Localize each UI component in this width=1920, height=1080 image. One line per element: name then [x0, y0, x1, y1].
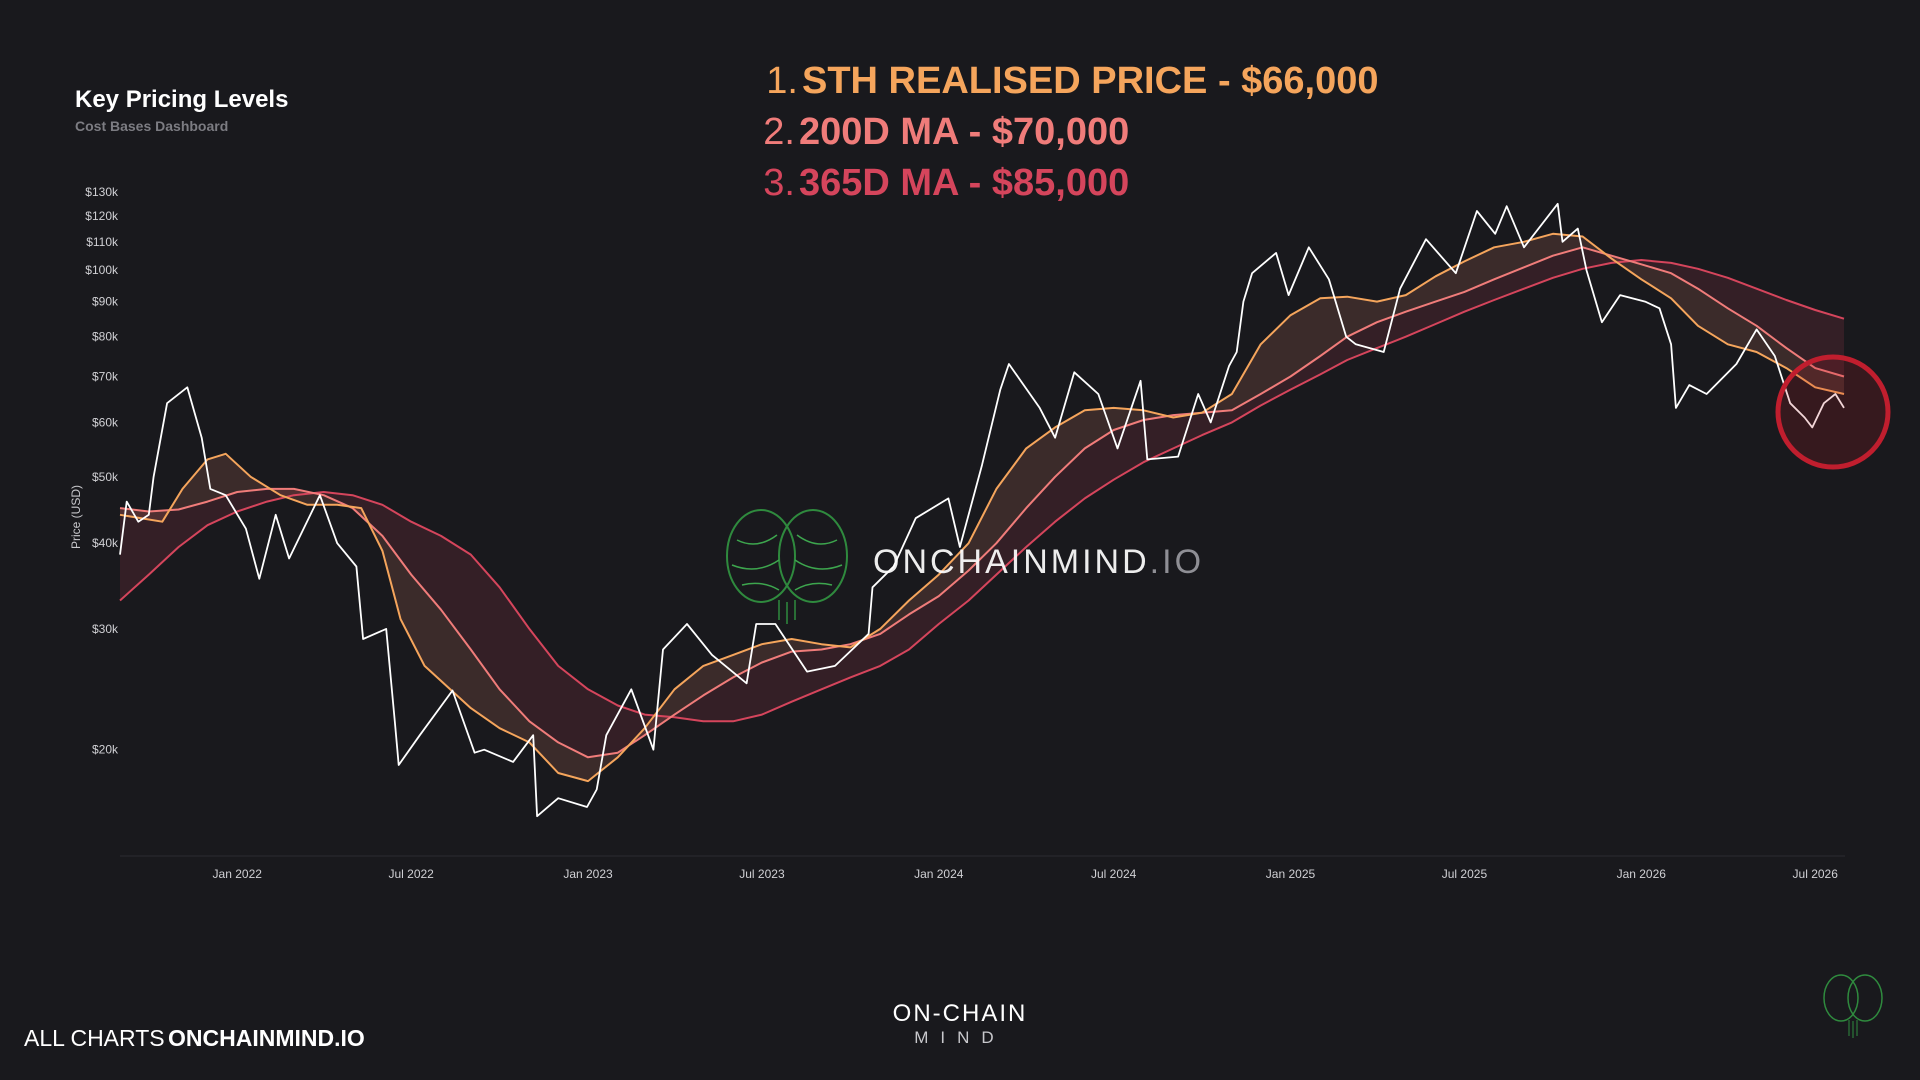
footer-brand-line2: MIND — [914, 1028, 1006, 1047]
y-tick-label: $80k — [92, 330, 119, 344]
dashboard-subtitle: Cost Bases Dashboard — [75, 118, 229, 134]
legend-number: 3. — [763, 162, 795, 204]
y-tick-label: $120k — [85, 209, 119, 223]
y-tick-label: $110k — [86, 235, 119, 249]
y-tick-label: $60k — [92, 415, 119, 429]
x-tick-label: Jul 2026 — [1793, 867, 1839, 881]
x-tick-label: Jul 2022 — [388, 867, 434, 881]
x-tick-label: Jan 2023 — [563, 867, 613, 881]
legend-label: 365D MA - $85,000 — [799, 162, 1130, 204]
footer-site-link[interactable]: ONCHAINMIND.IO — [168, 1025, 365, 1051]
x-tick-label: Jan 2026 — [1617, 867, 1667, 881]
y-tick-label: $40k — [92, 536, 119, 550]
x-axis: Jan 2022 Jul 2022 Jan 2023 Jul 2023 Jan 2024… — [213, 867, 1839, 881]
y-tick-label: $130k — [85, 185, 119, 199]
legend-label: STH REALISED PRICE - $66,000 — [802, 60, 1379, 102]
y-axis: $20k $30k $40k $50k $60k $70k $80k $90k $100k $11… — [85, 185, 119, 757]
series-line-ma200 — [119, 246, 1845, 759]
band-fills — [120, 234, 1844, 781]
band-sth-200d — [120, 234, 1844, 781]
watermark-main: ONCHAINMIND — [873, 543, 1150, 581]
series-line-price — [119, 202, 1845, 818]
footer-all-charts: ALL CHARTS — [24, 1025, 165, 1051]
y-tick-label: $90k — [92, 295, 119, 309]
legend-item-sth: 1. STH REALISED PRICE - $66,000 — [740, 60, 1379, 103]
y-axis-title: Price (USD) — [69, 485, 83, 549]
y-tick-label: $20k — [92, 743, 119, 757]
y-tick-label: $100k — [85, 263, 119, 277]
brain-watermark-icon — [726, 509, 848, 624]
series-lines — [119, 202, 1845, 818]
y-tick-label: $30k — [92, 622, 119, 636]
x-tick-label: Jan 2022 — [213, 867, 263, 881]
dashboard-title: Key Pricing Levels — [75, 86, 289, 113]
y-tick-label: $70k — [92, 370, 119, 384]
series-line-sth — [119, 232, 1845, 783]
series-line-ma365 — [119, 259, 1845, 723]
x-tick-label: Jul 2025 — [1442, 867, 1488, 881]
watermark-text: ONCHAINMIND.IO — [873, 543, 1204, 582]
legend-number: 1. — [766, 60, 798, 102]
highlight-circle — [1775, 354, 1891, 470]
x-tick-label: Jul 2023 — [739, 867, 785, 881]
brain-logo-icon — [1823, 974, 1883, 1038]
legend-item-365d: 3. 365D MA - $85,000 — [735, 162, 1129, 205]
x-tick-label: Jan 2025 — [1266, 867, 1316, 881]
footer-brand-line1: ON-CHAIN — [892, 1000, 1028, 1027]
legend-number: 2. — [763, 111, 795, 153]
y-tick-label: $50k — [92, 470, 119, 484]
legend-item-200d: 2. 200D MA - $70,000 — [735, 111, 1129, 154]
watermark-suffix: .IO — [1149, 543, 1205, 581]
legend-label: 200D MA - $70,000 — [799, 111, 1130, 153]
x-tick-label: Jan 2024 — [914, 867, 964, 881]
x-tick-label: Jul 2024 — [1091, 867, 1137, 881]
